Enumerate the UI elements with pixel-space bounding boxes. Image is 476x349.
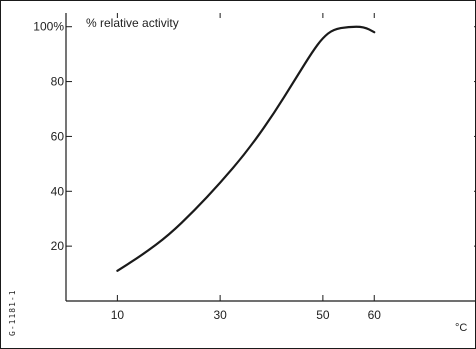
- data-point-5: [245, 152, 247, 154]
- series-line: [116, 25, 376, 272]
- y-tick-label-4: 100%: [33, 20, 64, 34]
- data-point-11: [348, 26, 350, 28]
- x-tick-label-0: 10: [111, 308, 125, 322]
- data-point-8: [312, 51, 314, 53]
- x-tick-label-1: 30: [213, 308, 227, 322]
- data-point-6: [271, 116, 273, 118]
- x-tick-label-2: 50: [316, 308, 330, 322]
- y-tick-label-1: 40: [51, 184, 65, 198]
- axes-layer: [65, 13, 476, 302]
- x-unit-label: °C: [455, 322, 467, 334]
- data-point-0: [117, 270, 119, 272]
- side-label: G-1181-1: [8, 289, 17, 336]
- data-point-7: [296, 75, 298, 77]
- series-layer: [116, 25, 376, 272]
- data-point-1: [142, 254, 144, 256]
- data-point-4: [219, 182, 221, 184]
- data-point-12: [363, 26, 365, 28]
- y-tick-label-3: 80: [51, 75, 65, 89]
- data-point-2: [168, 234, 170, 236]
- data-point-9: [322, 37, 324, 39]
- data-point-13: [373, 31, 375, 33]
- y-tick-label-2: 60: [51, 129, 65, 143]
- data-point-3: [194, 210, 196, 212]
- data-point-10: [332, 29, 334, 31]
- chart-title: % relative activity: [86, 16, 179, 30]
- labels-layer: 10 30 50 60 20 40 60 80 100% % relative activity °…: [8, 16, 467, 336]
- x-tick-label-3: 60: [368, 308, 382, 322]
- y-tick-label-0: 20: [51, 239, 65, 253]
